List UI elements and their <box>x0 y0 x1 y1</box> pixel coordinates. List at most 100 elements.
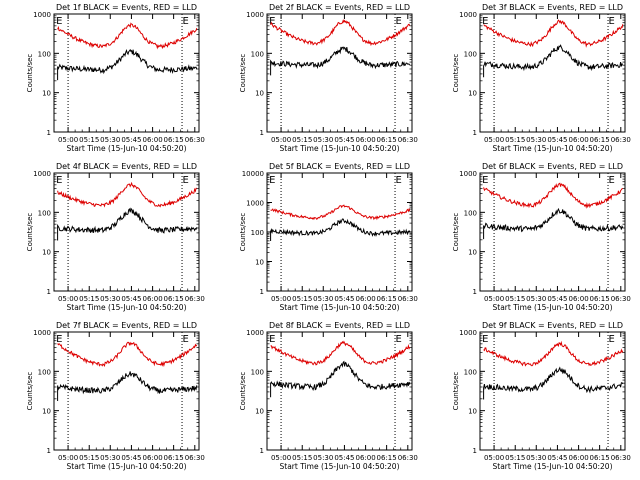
x-tick-label: 06:00 <box>356 295 376 303</box>
x-tick-label: 05:15 <box>292 136 312 144</box>
x-axis-title: Start Time (15-Jun-10 04:50:20) <box>280 303 400 312</box>
y-tick-label: 10 <box>255 90 264 98</box>
x-tick-label: 05:15 <box>79 454 99 462</box>
x-tick-label: 06:00 <box>143 454 163 462</box>
lld-series-line <box>483 182 623 209</box>
x-tick-label: 05:15 <box>505 136 525 144</box>
y-axis-title: Counts/sec <box>239 372 247 411</box>
x-tick-label: 05:00 <box>58 454 78 462</box>
x-tick-label: 05:00 <box>484 295 504 303</box>
x-tick-label: 05:30 <box>313 454 333 462</box>
x-tick-label: 05:00 <box>58 295 78 303</box>
y-tick-label: 1000 <box>33 11 51 19</box>
panel-title: Det 2f BLACK = Events, RED = LLD <box>269 3 410 12</box>
e-marker: E <box>608 334 614 345</box>
y-tick-label: 10 <box>255 408 264 416</box>
x-tick-label: 06:30 <box>185 454 205 462</box>
y-axis-title: Counts/sec <box>452 54 460 93</box>
detector-panel-9: Det 9f BLACK = Events, RED = LLD 1 10 100 10… <box>452 321 631 471</box>
detector-panel-3: Det 3f BLACK = Events, RED = LLD 1 10 100 10… <box>452 3 631 153</box>
e-marker: E <box>182 175 188 186</box>
x-tick-label: 05:15 <box>79 136 99 144</box>
e-marker: E <box>269 175 275 186</box>
x-axis-title: Start Time (15-Jun-10 04:50:20) <box>493 462 613 471</box>
x-tick-label: 05:15 <box>79 295 99 303</box>
x-axis-title: Start Time (15-Jun-10 04:50:20) <box>67 303 187 312</box>
lld-series-line <box>57 22 198 50</box>
events-series-line <box>57 207 198 241</box>
x-tick-label: 06:30 <box>185 295 205 303</box>
events-series-line <box>483 44 624 78</box>
panel-title: Det 6f BLACK = Events, RED = LLD <box>482 162 623 171</box>
y-tick-label: 10 <box>42 249 51 257</box>
x-tick-label: 06:15 <box>377 295 397 303</box>
events-series-line <box>483 207 624 240</box>
e-marker: E <box>56 16 62 27</box>
events-series-line <box>270 218 411 241</box>
lld-series-line <box>57 181 197 208</box>
panel-title: Det 9f BLACK = Events, RED = LLD <box>482 321 623 330</box>
y-tick-label: 100 <box>464 50 477 58</box>
y-tick-label: 100 <box>464 209 477 217</box>
y-tick-label: 10 <box>42 90 51 98</box>
panel-title: Det 1f BLACK = Events, RED = LLD <box>56 3 197 12</box>
y-tick-label: 1 <box>473 129 477 137</box>
events-series-line <box>270 46 411 76</box>
e-marker: E <box>395 334 401 345</box>
x-tick-label: 06:30 <box>611 295 631 303</box>
e-marker: E <box>182 334 188 345</box>
x-tick-label: 05:45 <box>334 295 354 303</box>
panel-title: Det 7f BLACK = Events, RED = LLD <box>56 321 197 330</box>
e-marker: E <box>182 16 188 27</box>
x-tick-label: 06:00 <box>569 454 589 462</box>
plot-frame <box>479 13 626 133</box>
x-tick-label: 05:45 <box>334 454 354 462</box>
detector-panel-1: Det 1f BLACK = Events, RED = LLD 1 10 100 10… <box>26 3 205 153</box>
x-tick-label: 05:45 <box>547 136 567 144</box>
y-tick-label: 1000 <box>459 11 477 19</box>
plot-frame <box>479 172 626 292</box>
y-tick-label: 1 <box>47 447 51 455</box>
y-axis-title: Counts/sec <box>26 213 34 252</box>
y-tick-label: 100 <box>38 50 51 58</box>
y-tick-label: 100 <box>251 50 264 58</box>
x-tick-label: 05:45 <box>121 136 141 144</box>
events-series-line <box>57 48 198 81</box>
plot-frame <box>266 331 413 451</box>
lld-series-line <box>483 19 624 48</box>
x-tick-label: 05:15 <box>292 454 312 462</box>
plot-frame <box>53 331 200 451</box>
e-marker: E <box>56 334 62 345</box>
x-tick-label: 05:45 <box>121 295 141 303</box>
panel-title: Det 4f BLACK = Events, RED = LLD <box>56 162 197 171</box>
x-tick-label: 06:30 <box>398 454 418 462</box>
x-tick-label: 06:00 <box>143 136 163 144</box>
x-axis-title: Start Time (15-Jun-10 04:50:20) <box>493 144 613 153</box>
events-series-line <box>270 360 411 398</box>
x-tick-label: 06:15 <box>590 295 610 303</box>
y-tick-label: 1000 <box>246 11 264 19</box>
x-tick-label: 05:45 <box>547 295 567 303</box>
y-tick-label: 10000 <box>242 170 264 178</box>
x-tick-label: 06:00 <box>356 136 376 144</box>
y-tick-label: 1 <box>260 129 264 137</box>
x-tick-label: 05:30 <box>526 136 546 144</box>
detector-panel-6: Det 6f BLACK = Events, RED = LLD 1 10 100 10… <box>452 162 631 312</box>
x-tick-label: 05:45 <box>121 454 141 462</box>
x-tick-label: 06:15 <box>590 136 610 144</box>
lld-series-line <box>483 340 624 367</box>
events-series-line <box>57 371 198 401</box>
x-tick-label: 05:45 <box>334 136 354 144</box>
x-tick-label: 06:15 <box>164 295 184 303</box>
x-tick-label: 06:15 <box>377 136 397 144</box>
e-marker: E <box>482 175 488 186</box>
x-tick-label: 06:30 <box>185 136 205 144</box>
y-tick-label: 1000 <box>33 329 51 337</box>
y-tick-label: 10 <box>255 259 264 267</box>
x-tick-label: 06:15 <box>590 454 610 462</box>
x-tick-label: 05:30 <box>313 136 333 144</box>
y-tick-label: 1 <box>473 447 477 455</box>
x-tick-label: 05:00 <box>271 454 291 462</box>
y-tick-label: 10 <box>42 408 51 416</box>
y-tick-label: 1 <box>473 288 477 296</box>
